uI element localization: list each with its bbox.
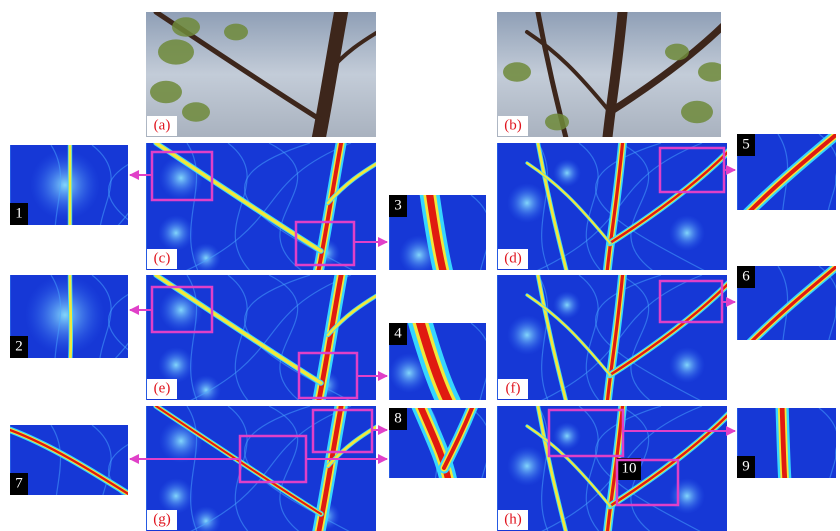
foliage bbox=[158, 39, 194, 64]
zoom-label: 1 bbox=[15, 205, 23, 221]
blob bbox=[507, 446, 547, 486]
blob bbox=[191, 243, 221, 273]
foliage bbox=[224, 24, 248, 41]
panel-label: (a) bbox=[154, 117, 171, 133]
edge bbox=[70, 275, 71, 365]
heatmap bbox=[497, 138, 729, 273]
blob bbox=[507, 315, 547, 355]
panel-label: (h) bbox=[504, 511, 522, 527]
blob bbox=[669, 478, 705, 514]
blob bbox=[30, 150, 100, 220]
foliage bbox=[150, 81, 182, 103]
zoom-label: 4 bbox=[394, 325, 402, 341]
blob bbox=[669, 347, 705, 383]
foliage bbox=[503, 62, 531, 82]
zoom-label: 3 bbox=[394, 197, 402, 213]
foliage bbox=[681, 101, 713, 123]
blob bbox=[553, 159, 581, 187]
zoom-label: 2 bbox=[15, 338, 23, 354]
foliage bbox=[545, 114, 569, 131]
edge bbox=[782, 403, 785, 483]
blob bbox=[158, 478, 194, 514]
zoom-label: 6 bbox=[742, 268, 750, 284]
heatmap bbox=[146, 138, 381, 273]
zoom-label: 7 bbox=[15, 475, 23, 491]
heatmap bbox=[497, 270, 729, 405]
foliage bbox=[182, 102, 210, 122]
figure: (a) (b) (c) (d) (e) (f) (g) (h) 1 2 3 4 5 6 7 8 9 10 bbox=[0, 0, 840, 531]
panel-label: (f) bbox=[506, 380, 521, 396]
foliage bbox=[172, 17, 200, 37]
panel-label: (b) bbox=[504, 117, 522, 133]
panel-label: (c) bbox=[154, 250, 171, 266]
blob bbox=[507, 183, 547, 223]
zoom-label: 5 bbox=[742, 136, 750, 152]
blob bbox=[553, 291, 581, 319]
zoom-label: 8 bbox=[394, 410, 402, 426]
blob bbox=[158, 215, 194, 251]
photo bbox=[497, 7, 729, 142]
panel-label: (g) bbox=[153, 511, 171, 527]
foliage bbox=[698, 62, 726, 82]
foliage bbox=[665, 44, 689, 61]
blob bbox=[669, 215, 705, 251]
heatmap bbox=[146, 401, 381, 531]
heatmap bbox=[497, 401, 729, 531]
photo bbox=[146, 7, 381, 142]
blob bbox=[158, 347, 194, 383]
zoom-label: 10 bbox=[622, 460, 637, 476]
texture bbox=[835, 266, 840, 396]
texture bbox=[835, 134, 840, 264]
panel-label: (e) bbox=[154, 380, 171, 396]
texture bbox=[835, 408, 840, 531]
heatmap bbox=[146, 270, 381, 405]
panel-label: (d) bbox=[504, 250, 522, 266]
blob bbox=[25, 275, 105, 355]
blob bbox=[553, 422, 581, 450]
blob bbox=[191, 375, 221, 405]
zoom-label: 9 bbox=[742, 458, 750, 474]
